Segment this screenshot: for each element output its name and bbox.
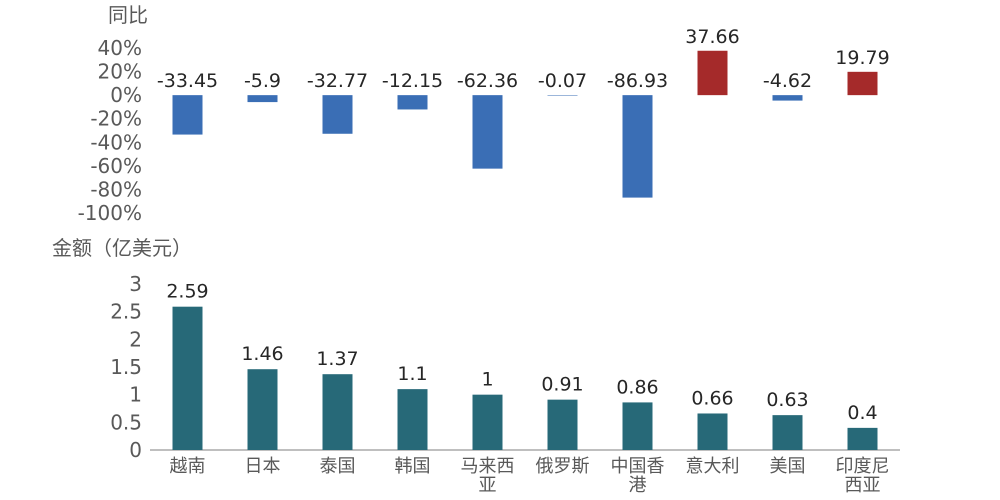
- yoy-bar: [322, 95, 353, 134]
- yoy-bars: [172, 50, 878, 198]
- category-label: 西亚: [845, 475, 881, 496]
- yoy-data-label: -86.93: [607, 70, 668, 92]
- yoy-y-tick-label: 20%: [98, 60, 142, 84]
- amount-data-label: 0.86: [616, 376, 658, 398]
- category-label: 印度尼: [836, 456, 890, 477]
- amount-bar: [397, 389, 428, 450]
- amount-bar: [622, 402, 653, 450]
- yoy-data-label: 19.79: [835, 47, 889, 69]
- yoy-y-tick-label: -20%: [90, 107, 142, 131]
- yoy-data-label: -32.77: [307, 70, 368, 92]
- yoy-data-label: -12.15: [382, 70, 443, 92]
- amount-y-tick-label: 0: [129, 438, 142, 462]
- yoy-bar: [622, 95, 653, 198]
- yoy-chart: 同比 40%20%0%-20%-40%-60%-80%-100% -33.45-…: [78, 3, 890, 225]
- yoy-data-label: -5.9: [244, 70, 281, 92]
- amount-data-label: 0.4: [847, 402, 877, 424]
- category-label: 马来西: [461, 456, 515, 477]
- category-label: 泰国: [320, 456, 356, 477]
- yoy-y-tick-label: 40%: [98, 36, 142, 60]
- amount-data-label: 2.59: [166, 281, 208, 303]
- amount-data-label: 1: [481, 369, 493, 391]
- yoy-data-label: 37.66: [685, 26, 739, 48]
- amount-bar: [547, 399, 578, 450]
- amount-bar: [847, 427, 878, 450]
- yoy-y-tick-label: -60%: [90, 154, 142, 178]
- yoy-data-label: -0.07: [538, 70, 587, 92]
- category-label: 港: [629, 475, 647, 496]
- yoy-y-tick-label: -80%: [90, 177, 142, 201]
- amount-data-label: 1.1: [397, 363, 427, 385]
- category-label: 韩国: [395, 456, 431, 477]
- yoy-bar: [772, 95, 803, 101]
- amount-y-ticks: 3 2.5 2 1.5 1 0.5 0: [110, 272, 142, 462]
- amount-y-tick-label: 2: [129, 327, 142, 351]
- amount-data-label: 0.66: [691, 387, 733, 409]
- yoy-bar: [397, 95, 428, 110]
- yoy-data-label: -33.45: [157, 70, 218, 92]
- yoy-bar: [172, 95, 203, 135]
- amount-bar: [697, 413, 728, 450]
- yoy-y-tick-label: -100%: [78, 201, 142, 225]
- yoy-bar: [547, 95, 578, 96]
- category-label: 俄罗斯: [536, 456, 590, 477]
- amount-bar: [247, 369, 278, 450]
- amount-y-tick-label: 1.5: [110, 355, 142, 379]
- yoy-bar: [247, 95, 278, 103]
- amount-y-tick-label: 2.5: [110, 300, 142, 324]
- amount-data-label: 0.63: [766, 389, 808, 411]
- category-label: 意大利: [686, 456, 740, 477]
- category-label: 日本: [245, 456, 281, 477]
- category-label: 越南: [170, 456, 206, 477]
- yoy-axis-title: 同比: [108, 3, 148, 27]
- amount-bar: [322, 374, 353, 450]
- amount-y-tick-label: 0.5: [110, 410, 142, 434]
- amount-data-label: 1.46: [241, 343, 283, 365]
- amount-chart: 金额（亿美元） 3 2.5 2 1.5 1 0.5 0 2.59 1.46 1.37 1.1 1 0.…: [52, 236, 900, 496]
- category-label: 美国: [770, 456, 806, 477]
- amount-bar: [472, 394, 503, 450]
- yoy-bar: [697, 50, 728, 96]
- amount-bar: [772, 415, 803, 450]
- yoy-y-ticks: 40%20%0%-20%-40%-60%-80%-100%: [78, 36, 142, 225]
- amount-data-label: 0.91: [541, 374, 583, 396]
- amount-y-tick-label: 3: [129, 272, 142, 296]
- yoy-y-tick-label: 0%: [110, 83, 142, 107]
- category-label: 中国香: [611, 456, 665, 477]
- yoy-y-tick-label: -40%: [90, 130, 142, 154]
- amount-bars: [172, 306, 878, 450]
- amount-data-label: 1.37: [316, 348, 358, 370]
- yoy-data-labels: -33.45 -5.9 -32.77 -12.15 -62.36 -0.07 -86.93 3…: [157, 26, 890, 92]
- amount-axis-title: 金额（亿美元）: [52, 236, 192, 260]
- amount-y-tick-label: 1: [129, 383, 142, 407]
- yoy-bar: [847, 71, 878, 96]
- yoy-data-label: -4.62: [763, 70, 812, 92]
- amount-bar: [172, 306, 203, 450]
- category-label: 亚: [479, 475, 497, 496]
- yoy-data-label: -62.36: [457, 70, 518, 92]
- amount-data-labels: 2.59 1.46 1.37 1.1 1 0.91 0.86 0.66 0.63 0.4: [166, 281, 877, 424]
- yoy-bar: [472, 95, 503, 169]
